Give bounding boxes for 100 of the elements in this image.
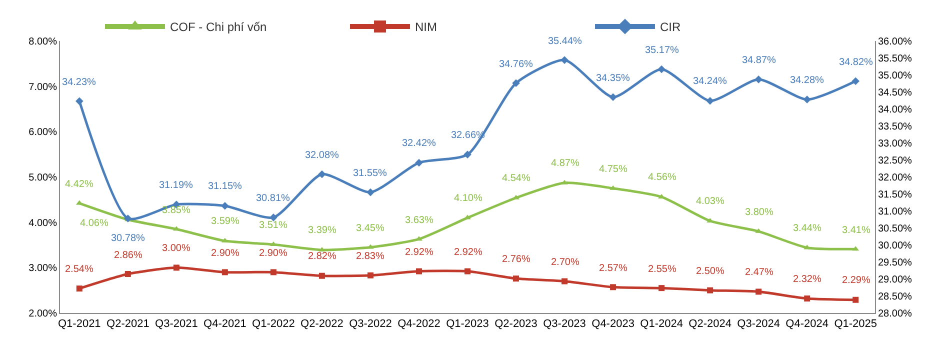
- x-tick-label: Q1-2023: [446, 318, 489, 330]
- point: [561, 180, 568, 184]
- data-label: 2.92%: [454, 247, 482, 258]
- data-label: 30.81%: [256, 193, 290, 204]
- data-label: 3.85%: [162, 205, 190, 216]
- point: [560, 56, 568, 64]
- y2-tick-label: 31.00%: [878, 206, 912, 218]
- data-label: 3.63%: [405, 215, 434, 226]
- point: [658, 65, 666, 74]
- data-label: 3.00%: [162, 243, 190, 254]
- data-label: 31.55%: [353, 168, 388, 179]
- point: [318, 272, 325, 279]
- y2-tick-label: 34.00%: [878, 104, 912, 116]
- y2-tick-label: 29.00%: [878, 274, 912, 286]
- data-label: 3.44%: [793, 223, 822, 234]
- data-label: 2.54%: [65, 264, 94, 275]
- point: [852, 296, 859, 303]
- data-label: 4.87%: [551, 158, 580, 169]
- point: [366, 188, 374, 196]
- point: [221, 202, 229, 210]
- point: [415, 158, 423, 167]
- data-label: 30.78%: [111, 233, 146, 244]
- data-label: 2.90%: [211, 248, 240, 259]
- data-label: 3.51%: [259, 220, 288, 231]
- data-label: 4.75%: [599, 164, 628, 175]
- data-label: 35.17%: [645, 45, 680, 56]
- x-tick-label: Q2-2024: [688, 318, 732, 330]
- point: [513, 276, 520, 282]
- point: [270, 214, 278, 222]
- data-label: 3.80%: [745, 207, 774, 218]
- y2-tick-label: 28.50%: [878, 292, 912, 302]
- point: [706, 96, 714, 105]
- point: [756, 288, 762, 295]
- data-label: 2.90%: [259, 248, 288, 259]
- data-label: 2.92%: [405, 247, 434, 258]
- data-label: 2.50%: [696, 266, 724, 277]
- data-label: 3.45%: [356, 223, 384, 234]
- x-tick-label: Q3-2022: [349, 318, 392, 330]
- data-label: 2.70%: [551, 257, 580, 268]
- data-label: 31.15%: [208, 181, 242, 192]
- point: [562, 278, 568, 284]
- data-label: 32.42%: [402, 138, 436, 149]
- point: [270, 269, 276, 276]
- x-tick-label: Q3-2021: [155, 318, 198, 330]
- point: [707, 287, 714, 294]
- point: [610, 284, 616, 290]
- data-label: 31.19%: [159, 180, 194, 191]
- point: [76, 97, 84, 106]
- legend-label: NIM: [415, 20, 437, 34]
- data-label: 35.44%: [548, 36, 582, 47]
- data-label: 4.54%: [502, 173, 530, 184]
- data-label: 2.76%: [502, 254, 530, 265]
- point: [222, 269, 228, 276]
- y2-tick-label: 30.00%: [878, 240, 912, 252]
- data-label: 2.32%: [793, 274, 822, 285]
- data-label: 4.03%: [696, 196, 724, 207]
- data-label: 3.41%: [842, 225, 870, 236]
- y2-tick-label: 33.00%: [878, 138, 912, 150]
- x-tick-label: Q1-2022: [252, 318, 295, 330]
- data-label: 3.39%: [308, 225, 336, 236]
- point: [173, 264, 180, 271]
- y2-tick-label: 33.50%: [878, 122, 912, 132]
- x-tick-label: Q1-2024: [640, 318, 683, 330]
- data-label: 2.83%: [356, 251, 384, 262]
- data-label: 34.87%: [742, 55, 776, 66]
- x-tick-label: Q4-2021: [204, 318, 246, 330]
- point: [464, 268, 470, 274]
- y2-tick-label: 34.50%: [878, 88, 912, 98]
- point: [124, 271, 131, 278]
- data-label: 2.86%: [114, 250, 142, 261]
- point: [609, 93, 617, 101]
- data-label: 2.82%: [308, 251, 336, 262]
- data-label: 34.35%: [596, 73, 630, 84]
- y-tick-label: 2.00%: [28, 308, 58, 320]
- y2-tick-label: 36.00%: [878, 36, 912, 48]
- point: [852, 77, 860, 86]
- point: [658, 285, 665, 292]
- x-tick-label: Q4-2022: [398, 318, 440, 330]
- y-tick-label: 7.00%: [28, 82, 58, 93]
- data-label: 2.47%: [745, 267, 774, 278]
- y2-tick-label: 35.00%: [878, 70, 912, 82]
- y-tick-label: 5.00%: [28, 172, 58, 184]
- point: [754, 76, 762, 84]
- point: [610, 185, 616, 190]
- data-label: 4.06%: [80, 218, 108, 229]
- point: [803, 96, 811, 104]
- x-tick-label: Q1-2025: [834, 318, 878, 330]
- y-tick-label: 3.00%: [28, 263, 58, 274]
- legend-label: COF - Chi phí vốn: [170, 20, 267, 34]
- data-label: 2.55%: [648, 264, 676, 275]
- data-label: 2.57%: [599, 263, 628, 274]
- data-label: 34.82%: [839, 57, 874, 68]
- point: [416, 236, 422, 241]
- x-tick-label: Q4-2024: [786, 318, 828, 330]
- y2-tick-label: 32.50%: [878, 156, 912, 166]
- point: [76, 286, 82, 292]
- data-label: 2.29%: [842, 275, 870, 286]
- y-tick-label: 6.00%: [28, 127, 58, 138]
- y2-tick-label: 28.00%: [878, 308, 912, 320]
- data-label: 3.59%: [211, 216, 240, 227]
